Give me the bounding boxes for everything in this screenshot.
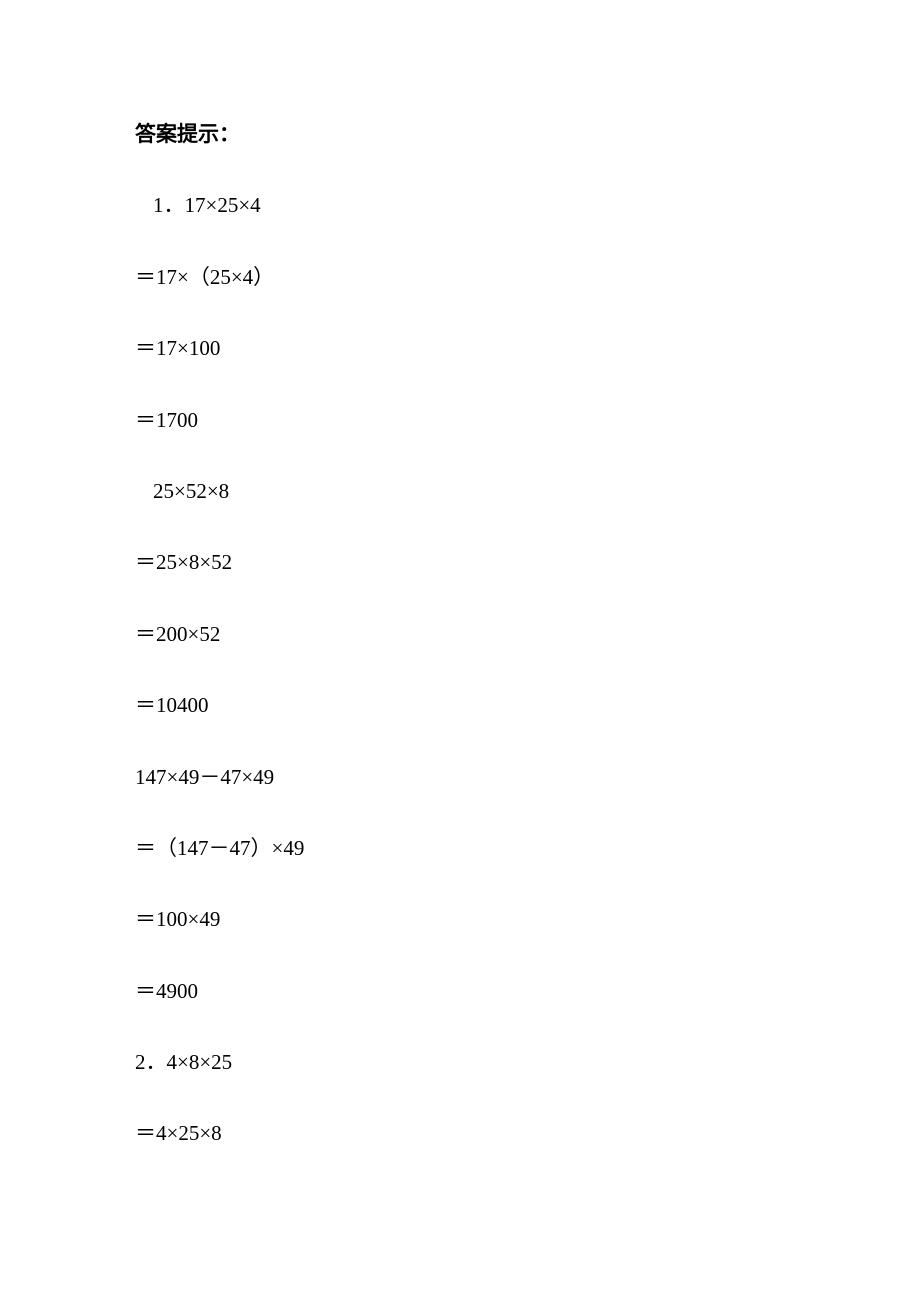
math-line: ＝17×（25×4） bbox=[135, 263, 785, 292]
math-line: 2．4×8×25 bbox=[135, 1048, 785, 1077]
math-line: ＝200×52 bbox=[135, 620, 785, 649]
math-line: 25×52×8 bbox=[135, 477, 785, 506]
math-line: ＝1700 bbox=[135, 406, 785, 435]
math-line: ＝10400 bbox=[135, 691, 785, 720]
answer-heading: 答案提示： bbox=[135, 120, 785, 149]
math-line: ＝4900 bbox=[135, 977, 785, 1006]
math-line: ＝17×100 bbox=[135, 334, 785, 363]
math-line: 147×49－47×49 bbox=[135, 763, 785, 792]
math-line: ＝25×8×52 bbox=[135, 548, 785, 577]
math-line: 1．17×25×4 bbox=[135, 191, 785, 220]
math-line: ＝4×25×8 bbox=[135, 1119, 785, 1148]
document-page: 答案提示： 1．17×25×4 ＝17×（25×4） ＝17×100 ＝1700… bbox=[0, 0, 920, 1302]
math-line: ＝100×49 bbox=[135, 905, 785, 934]
math-line: ＝（147－47）×49 bbox=[135, 834, 785, 863]
